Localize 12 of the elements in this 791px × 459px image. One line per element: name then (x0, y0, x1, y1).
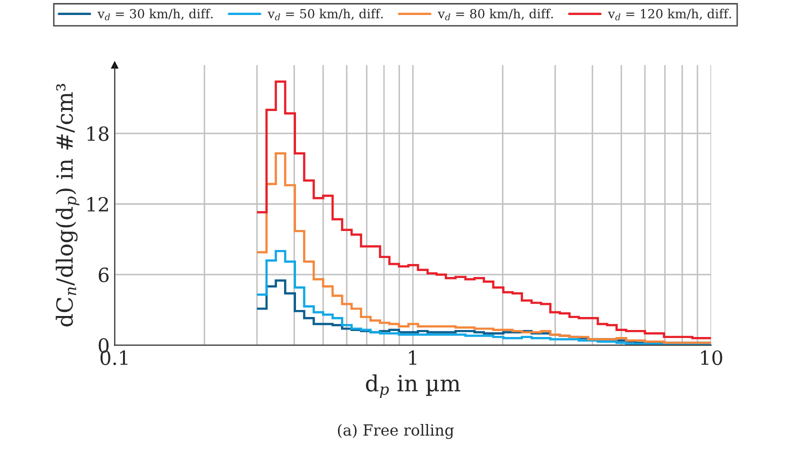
y-tick-label: 18 (87, 126, 109, 142)
y-tick-label: 12 (87, 196, 108, 212)
text: (a) Free rolling (338, 424, 454, 439)
y-axis-title: dC$_{n}$/dlog(d$_{p}$) in #/cm³ (56, 84, 80, 327)
x-axis-title: d$_{p}$ in µm (366, 374, 460, 398)
legend-label: v$_{d}$ = 120 km/h, diff. (608, 8, 731, 20)
legend-label: v$_{d}$ = 80 km/h, diff. (438, 8, 553, 20)
x-tick-label: 1 (409, 350, 416, 365)
x-tick-label: 10 (701, 350, 722, 366)
legend-label: v$_{d}$ = 50 km/h, diff. (268, 8, 383, 20)
y-tick-label: 6 (98, 268, 109, 282)
legend-label: v$_{d}$ = 30 km/h, diff. (98, 8, 213, 20)
